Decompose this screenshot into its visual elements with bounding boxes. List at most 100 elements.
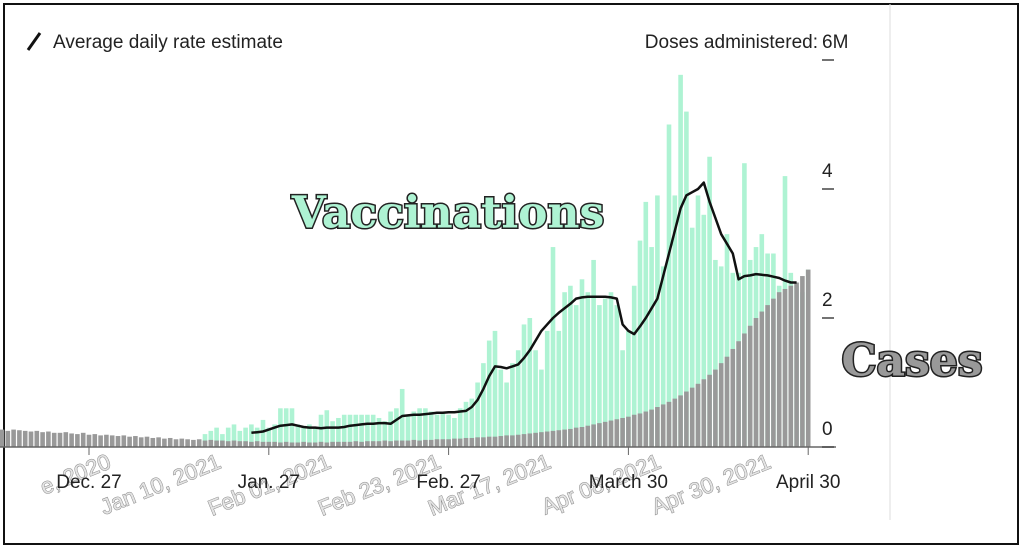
bar — [597, 305, 602, 447]
bar — [75, 434, 80, 447]
bar — [579, 279, 585, 447]
bar — [260, 419, 266, 447]
bar — [121, 435, 127, 447]
bar — [428, 439, 434, 447]
legend-label: Average daily rate estimate — [53, 32, 283, 53]
bar — [11, 429, 16, 447]
bar — [660, 266, 666, 447]
bar — [191, 439, 196, 447]
bar — [718, 363, 724, 447]
bar — [446, 439, 451, 447]
bar — [301, 441, 306, 447]
bar — [713, 259, 718, 447]
bar — [747, 325, 753, 447]
bar — [388, 411, 393, 447]
bar — [365, 414, 370, 447]
bar — [591, 424, 596, 447]
bar — [173, 439, 179, 447]
bar — [115, 436, 121, 447]
bar — [533, 432, 538, 447]
bar — [272, 424, 277, 447]
bar — [57, 432, 63, 447]
bar — [208, 439, 214, 447]
bar — [185, 439, 190, 447]
bar — [347, 414, 353, 447]
bar — [225, 427, 231, 447]
bar — [388, 441, 393, 447]
bar — [672, 398, 678, 447]
bar — [672, 195, 678, 447]
bar — [689, 387, 695, 447]
bar — [359, 441, 364, 447]
bar — [742, 333, 747, 447]
bar — [359, 414, 364, 447]
bar — [254, 441, 260, 447]
bar — [492, 330, 498, 447]
bar — [370, 414, 376, 447]
bar — [765, 305, 770, 447]
bar — [295, 424, 301, 447]
bar — [649, 247, 654, 447]
bar — [225, 441, 231, 447]
bar — [434, 439, 440, 447]
y-tick-label: 2 — [822, 290, 833, 311]
bar — [805, 269, 811, 447]
bar — [608, 420, 614, 447]
bar — [544, 330, 550, 447]
x-tick-label: Dec. 27 — [56, 472, 121, 493]
bar — [643, 201, 649, 447]
bar — [724, 356, 730, 447]
bar — [341, 414, 347, 447]
bar — [666, 124, 672, 447]
bar — [440, 411, 446, 447]
bar — [249, 424, 254, 447]
bar — [46, 431, 51, 447]
bar — [695, 195, 701, 447]
bar — [463, 437, 469, 447]
bar — [498, 369, 504, 447]
bar — [620, 350, 625, 447]
bar — [730, 348, 736, 447]
bar — [51, 432, 57, 447]
bar — [469, 437, 475, 447]
bar — [330, 421, 335, 447]
y-tick-label: 4 — [822, 161, 833, 182]
bar — [521, 324, 527, 447]
bar — [353, 441, 359, 447]
bar — [573, 305, 579, 447]
bar — [312, 442, 318, 447]
bar — [614, 419, 620, 447]
bar — [585, 292, 591, 447]
y-axis-label: Doses administered: — [645, 32, 818, 53]
bar — [80, 432, 86, 447]
bar — [533, 350, 538, 447]
bar — [579, 427, 585, 447]
bar — [573, 427, 579, 447]
bar — [498, 436, 504, 447]
bar — [283, 408, 289, 447]
bar — [521, 434, 527, 447]
bar — [162, 438, 167, 447]
bar — [5, 430, 11, 447]
bar — [492, 436, 498, 447]
bar — [504, 382, 509, 447]
bar — [602, 298, 608, 447]
bar — [382, 421, 388, 447]
bar — [22, 430, 28, 447]
bar — [370, 441, 376, 447]
bar — [237, 430, 243, 447]
bar — [307, 442, 312, 447]
bar — [336, 441, 341, 447]
bar — [167, 437, 173, 447]
bar — [202, 440, 208, 447]
bar — [283, 441, 289, 447]
y-tick-label: 6M — [822, 32, 848, 53]
bar — [266, 441, 272, 447]
x-tick-label: April 30 — [776, 472, 840, 493]
bar — [771, 298, 776, 447]
bar — [666, 401, 672, 447]
bar — [620, 417, 625, 447]
bar — [475, 437, 480, 447]
bar — [208, 430, 214, 447]
bar — [655, 195, 660, 447]
